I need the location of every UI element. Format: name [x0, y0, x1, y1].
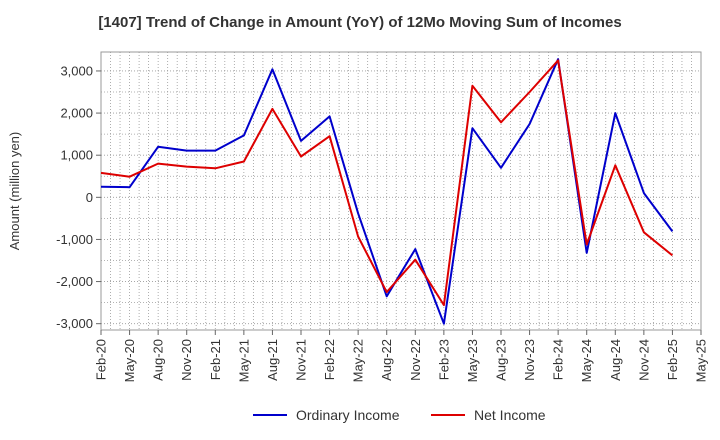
x-tick-label: May-24 — [579, 339, 594, 382]
x-tick-label: Aug-23 — [494, 339, 509, 381]
y-tick-label: -1,000 — [56, 232, 93, 247]
x-tick-label: Aug-21 — [265, 339, 280, 381]
grid — [101, 52, 701, 330]
chart-title: [1407] Trend of Change in Amount (YoY) o… — [98, 14, 622, 31]
series-line-ordinary-income — [100, 58, 674, 325]
x-tick-label: May-25 — [694, 339, 709, 382]
series-group — [100, 58, 674, 325]
x-tick-label: May-21 — [236, 339, 251, 382]
y-tick-label: 0 — [86, 190, 93, 205]
series-line-net-income — [100, 59, 674, 307]
x-tick-label: Feb-23 — [436, 339, 451, 380]
x-tick-label: Nov-24 — [636, 339, 651, 381]
y-tick-label: 2,000 — [60, 106, 93, 121]
x-tick-label: May-22 — [351, 339, 366, 382]
x-tick-label: Feb-22 — [322, 339, 337, 380]
x-tick-label: Nov-21 — [294, 339, 309, 381]
x-tick-label: Feb-21 — [208, 339, 223, 380]
y-tick-label: -2,000 — [56, 274, 93, 289]
x-tick-label: Feb-24 — [551, 339, 566, 380]
y-tick-label: 3,000 — [60, 63, 93, 78]
x-tick-label: Nov-20 — [179, 339, 194, 381]
legend-label-net-income: Net Income — [474, 407, 546, 423]
y-tick-label: -3,000 — [56, 316, 93, 331]
x-tick-label: Aug-22 — [379, 339, 394, 381]
legend-label-ordinary-income: Ordinary Income — [296, 407, 400, 423]
x-tick-label: Nov-22 — [408, 339, 423, 381]
y-axis-label: Amount (million yen) — [7, 132, 22, 251]
x-tick-label: Feb-20 — [94, 339, 109, 380]
plot-area — [100, 51, 702, 331]
legend: Ordinary Income Net Income — [253, 407, 546, 423]
x-tick-label: May-23 — [465, 339, 480, 382]
x-tick-label: Nov-23 — [522, 339, 537, 381]
y-tick-label: 1,000 — [60, 148, 93, 163]
x-tick-label: May-20 — [122, 339, 137, 382]
x-axis: Feb-20 May-20 Aug-20 Nov-20 Feb-21 May-21 Aug-… — [94, 330, 709, 382]
x-tick-label: Feb-25 — [665, 339, 680, 380]
x-tick-label: Aug-24 — [608, 339, 623, 381]
y-axis: 3,000 2,000 1,000 0 -1,000 -2,000 -3,000 — [56, 63, 101, 331]
x-tick-label: Aug-20 — [151, 339, 166, 381]
